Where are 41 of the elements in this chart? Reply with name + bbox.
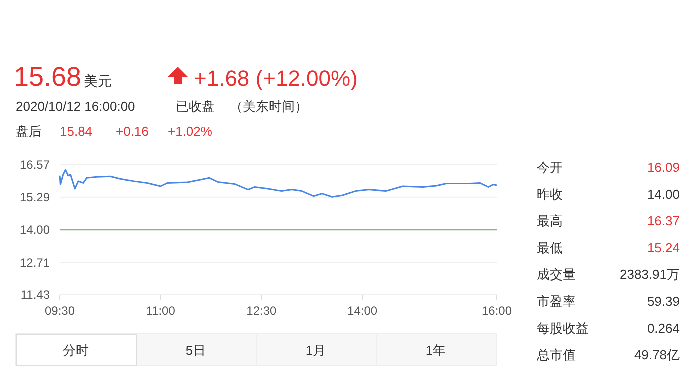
text: 59.39 [647, 294, 680, 309]
text: 昨收 [537, 186, 563, 202]
text: 盘后 [16, 124, 42, 139]
text: 已收盘 [176, 99, 215, 114]
y-tick-label: 14.00 [20, 223, 50, 238]
text: 总市值 [536, 348, 576, 363]
text: 15.84 [60, 124, 93, 139]
text: （美东时间） [230, 99, 308, 114]
y-tick-label: 15.29 [20, 190, 50, 205]
y-tick-label: 11.43 [20, 288, 50, 302]
text: +1.68 (+12.00%) [194, 66, 358, 91]
text: 每股收益 [537, 320, 589, 336]
text: 最高 [537, 214, 563, 229]
text: 15.24 [647, 240, 680, 256]
text: 成交量 [537, 267, 576, 282]
x-tick-label: 12:30 [246, 304, 278, 318]
text: 最低 [537, 240, 563, 256]
text: 0.264 [647, 320, 680, 336]
text: 1月 [306, 343, 326, 358]
text: 16.37 [647, 214, 680, 229]
text: 2020/10/12 16:00:00 [16, 99, 136, 114]
text: 49.78亿 [634, 348, 680, 363]
text: 14.00 [647, 186, 680, 202]
text: +1.02% [168, 124, 213, 139]
y-tick-label: 12.71 [20, 256, 50, 270]
text: 5日 [186, 343, 206, 358]
text: 美元 [84, 73, 112, 89]
text: 1年 [426, 343, 446, 358]
text: 今开 [537, 160, 563, 175]
x-tick-label: 14:00 [348, 304, 378, 318]
text: 15.68 [14, 62, 82, 92]
text: 市盈率 [537, 294, 576, 309]
x-tick-label: 09:30 [44, 304, 76, 318]
y-tick-label: 16.57 [20, 158, 50, 172]
x-tick-label: 11:00 [146, 304, 176, 318]
text: 分时 [63, 343, 89, 358]
line-series [59, 169, 498, 198]
text: 16.09 [647, 160, 680, 175]
x-tick-label: 16:00 [482, 304, 512, 318]
text: 2383.91万 [620, 267, 680, 282]
text: +0.16 [116, 124, 149, 139]
